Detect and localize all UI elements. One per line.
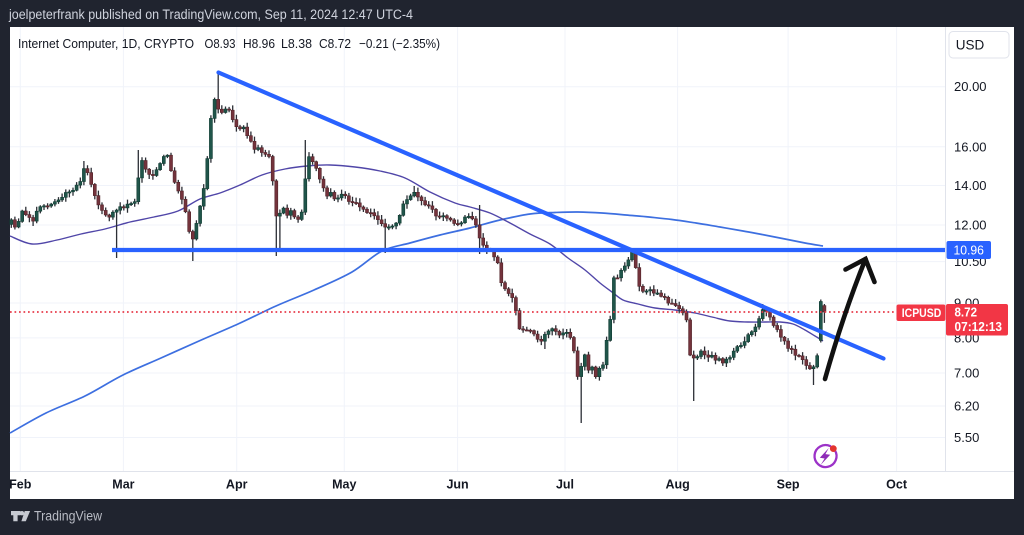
svg-text:−0.21 (−2.35%): −0.21 (−2.35%): [359, 36, 440, 51]
svg-text:H8.96: H8.96: [243, 36, 275, 51]
svg-text:20.00: 20.00: [954, 79, 987, 94]
svg-text:Apr: Apr: [226, 478, 248, 492]
svg-text:10.96: 10.96: [953, 243, 984, 258]
svg-text:Jun: Jun: [446, 478, 468, 492]
svg-text:12.00: 12.00: [954, 218, 987, 233]
svg-text:7.00: 7.00: [954, 366, 979, 381]
svg-text:Feb: Feb: [9, 478, 32, 492]
svg-text:6.20: 6.20: [954, 399, 979, 414]
svg-text:joelpeterfrank published on Tr: joelpeterfrank published on TradingView.…: [8, 7, 413, 22]
svg-text:Mar: Mar: [112, 478, 134, 492]
svg-text:Internet Computer, 1D, CRYPTO: Internet Computer, 1D, CRYPTO: [18, 36, 194, 51]
svg-text:C8.72: C8.72: [319, 36, 351, 51]
svg-text:TradingView: TradingView: [34, 509, 102, 524]
svg-text:14.00: 14.00: [954, 178, 987, 193]
svg-text:O8.93: O8.93: [205, 36, 236, 51]
svg-text:Aug: Aug: [665, 478, 689, 492]
svg-text:Jul: Jul: [556, 478, 574, 492]
svg-text:May: May: [332, 478, 356, 492]
svg-text:Oct: Oct: [886, 478, 908, 492]
svg-text:8.72: 8.72: [955, 305, 978, 320]
svg-text:Sep: Sep: [777, 478, 800, 492]
svg-text:16.00: 16.00: [954, 139, 987, 154]
svg-text:5.50: 5.50: [954, 430, 979, 445]
svg-text:USD: USD: [956, 38, 985, 53]
svg-text:07:12:13: 07:12:13: [955, 319, 1003, 334]
svg-text:ICPUSD: ICPUSD: [902, 306, 942, 320]
svg-text:L8.38: L8.38: [281, 36, 312, 51]
